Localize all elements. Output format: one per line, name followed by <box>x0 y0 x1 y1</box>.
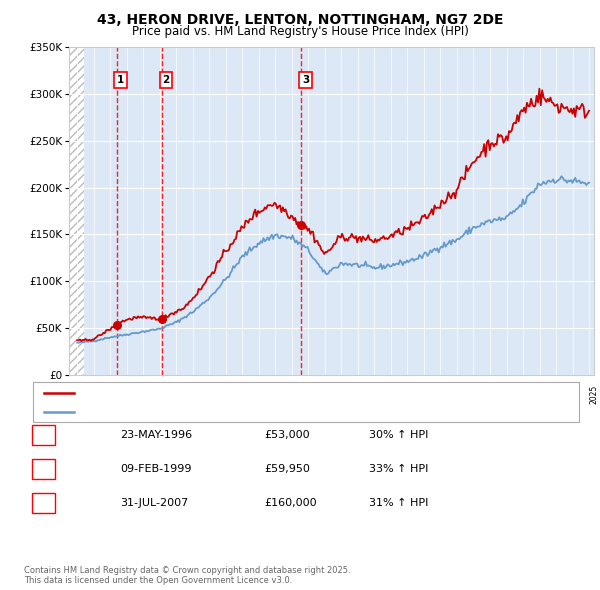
Text: 2001: 2001 <box>193 385 202 404</box>
Text: 2006: 2006 <box>275 385 284 405</box>
Text: 2016: 2016 <box>440 385 449 404</box>
Text: 1: 1 <box>40 428 47 441</box>
Text: 09-FEB-1999: 09-FEB-1999 <box>120 464 191 474</box>
Text: 1995: 1995 <box>94 385 103 405</box>
Bar <box>69 47 84 375</box>
Text: 2: 2 <box>40 463 47 476</box>
Text: 31% ↑ HPI: 31% ↑ HPI <box>369 499 428 508</box>
Text: 23-MAY-1996: 23-MAY-1996 <box>120 430 192 440</box>
Text: Price paid vs. HM Land Registry's House Price Index (HPI): Price paid vs. HM Land Registry's House … <box>131 25 469 38</box>
Text: 2017: 2017 <box>457 385 466 404</box>
Text: 1994: 1994 <box>77 385 86 405</box>
Text: 43, HERON DRIVE, LENTON, NOTTINGHAM, NG7 2DE (semi-detached house): 43, HERON DRIVE, LENTON, NOTTINGHAM, NG7… <box>81 388 454 398</box>
Text: 1999: 1999 <box>160 385 169 405</box>
Text: 2015: 2015 <box>424 385 433 404</box>
Text: 2011: 2011 <box>358 385 367 404</box>
Text: Contains HM Land Registry data © Crown copyright and database right 2025.
This d: Contains HM Land Registry data © Crown c… <box>24 566 350 585</box>
Text: 2005: 2005 <box>259 385 268 405</box>
Text: 2020: 2020 <box>506 385 515 404</box>
Text: 2008: 2008 <box>308 385 317 404</box>
Text: 2025: 2025 <box>589 385 598 404</box>
Text: 1996: 1996 <box>110 385 119 405</box>
Text: 2007: 2007 <box>292 385 301 405</box>
Text: 2018: 2018 <box>473 385 482 404</box>
Text: 2022: 2022 <box>539 385 548 404</box>
Text: 1998: 1998 <box>143 385 152 404</box>
Text: 2021: 2021 <box>523 385 532 404</box>
Text: £59,950: £59,950 <box>264 464 310 474</box>
Text: 31-JUL-2007: 31-JUL-2007 <box>120 499 188 508</box>
Text: £53,000: £53,000 <box>264 430 310 440</box>
Text: 2012: 2012 <box>374 385 383 404</box>
Text: 2009: 2009 <box>325 385 334 405</box>
Text: 2014: 2014 <box>407 385 416 404</box>
Text: 2010: 2010 <box>341 385 350 404</box>
Text: 2004: 2004 <box>242 385 251 405</box>
Text: 1: 1 <box>117 75 124 85</box>
Text: 30% ↑ HPI: 30% ↑ HPI <box>369 430 428 440</box>
Text: 2023: 2023 <box>556 385 565 404</box>
Text: 33% ↑ HPI: 33% ↑ HPI <box>369 464 428 474</box>
Text: 2000: 2000 <box>176 385 185 405</box>
Text: HPI: Average price, semi-detached house, City of Nottingham: HPI: Average price, semi-detached house,… <box>81 407 381 417</box>
Text: 2013: 2013 <box>391 385 400 404</box>
Text: 2002: 2002 <box>209 385 218 404</box>
Text: 2: 2 <box>162 75 169 85</box>
Text: 3: 3 <box>40 497 47 510</box>
Text: 3: 3 <box>302 75 309 85</box>
Text: 2003: 2003 <box>226 385 235 405</box>
Text: £160,000: £160,000 <box>264 499 317 508</box>
Text: 2024: 2024 <box>572 385 581 404</box>
Text: 43, HERON DRIVE, LENTON, NOTTINGHAM, NG7 2DE: 43, HERON DRIVE, LENTON, NOTTINGHAM, NG7… <box>97 13 503 27</box>
Text: 2019: 2019 <box>490 385 499 404</box>
Text: 1997: 1997 <box>127 385 136 405</box>
